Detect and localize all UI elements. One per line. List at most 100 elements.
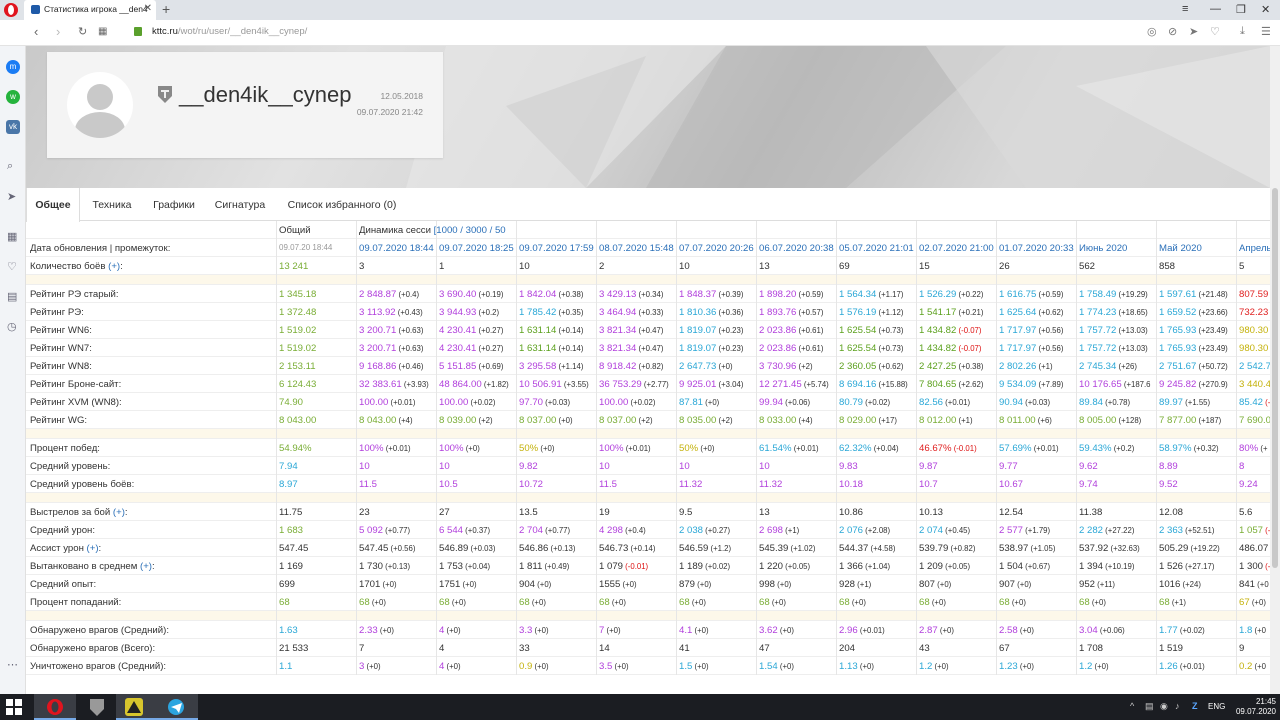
- url-field[interactable]: kttc.ru/wot/ru/user/__den4ik__cynep/: [152, 26, 307, 37]
- flow-icon[interactable]: ➤: [7, 191, 17, 203]
- opera-logo-icon[interactable]: [3, 2, 19, 18]
- minimize-button[interactable]: —: [1210, 3, 1221, 15]
- section-separator: [26, 611, 1270, 621]
- period-header-cell[interactable]: 01.07.2020 20:33: [999, 243, 1074, 254]
- period-header-cell[interactable]: 09.07.2020 17:59: [519, 243, 594, 254]
- download-icon[interactable]: ⤓: [1240, 25, 1245, 37]
- table-cell: 46.67% (-0.01): [919, 443, 977, 454]
- tray-sound-icon[interactable]: ♪: [1175, 701, 1180, 711]
- table-cell: 1 625.54 (+0.73): [839, 343, 904, 354]
- period-header-cell[interactable]: 09.07.2020 18:25: [439, 243, 514, 254]
- table-cell: 1 659.52 (+23.66): [1159, 307, 1228, 318]
- speed-dial-icon[interactable]: ▦: [98, 26, 108, 37]
- table-cell: 89.97 (+1.55): [1159, 397, 1211, 408]
- table-cell: 2 153.11: [279, 361, 316, 372]
- taskbar-wot-icon[interactable]: [76, 694, 118, 720]
- period-header-cell[interactable]: 06.07.2020 20:38: [759, 243, 834, 254]
- table-cell: 8 005.00 (+128): [1079, 415, 1142, 426]
- tray-app-icon[interactable]: ◉: [1160, 701, 1168, 711]
- taskbar-telegram-icon[interactable]: [156, 694, 198, 720]
- table-cell: 85.42 (-: [1239, 397, 1270, 408]
- new-tab-button[interactable]: +: [162, 1, 171, 17]
- whatsapp-icon[interactable]: w: [6, 90, 20, 104]
- table-cell: 32 383.61 (+3.93): [359, 379, 429, 390]
- blocker-icon[interactable]: ⊘: [1168, 26, 1178, 38]
- period-header-cell[interactable]: 09.07.2020 18:44: [359, 243, 434, 254]
- table-cell: 9.5: [679, 507, 693, 518]
- table-cell: 7.94: [279, 461, 298, 472]
- taskbar-xvm-icon[interactable]: [116, 694, 158, 720]
- heart-icon[interactable]: ♡: [1210, 26, 1220, 38]
- menu-icon[interactable]: ≡: [1182, 3, 1189, 15]
- maximize-button[interactable]: ❐: [1236, 4, 1246, 16]
- tab-vehicles[interactable]: Техника: [82, 188, 142, 221]
- page-scrollbar[interactable]: [1270, 46, 1280, 694]
- row-label: Процент побед:: [30, 443, 100, 454]
- scrollbar-thumb[interactable]: [1272, 188, 1278, 568]
- clock-date: 09.07.2020: [1235, 707, 1276, 716]
- heart-icon[interactable]: ♡: [7, 261, 17, 273]
- forward-icon[interactable]: ›: [56, 24, 61, 39]
- messenger-icon[interactable]: m: [6, 60, 20, 74]
- period-header-cell[interactable]: 08.07.2020 15:48: [599, 243, 674, 254]
- table-cell: 0.9 (+0): [519, 661, 549, 672]
- search-icon[interactable]: ⌕: [7, 160, 14, 172]
- table-cell: 8 035.00 (+2): [679, 415, 733, 426]
- close-window-button[interactable]: ✕: [1261, 4, 1271, 16]
- news-icon[interactable]: ▤: [7, 291, 18, 303]
- table-cell: 1 757.72 (+13.03): [1079, 343, 1148, 354]
- vk-icon[interactable]: vk: [6, 120, 20, 134]
- table-cell: 1 631.14 (+0.14): [519, 343, 584, 354]
- table-cell: 3: [359, 261, 365, 272]
- tab-charts[interactable]: Графики: [144, 188, 204, 221]
- period-header-cell[interactable]: Май 2020: [1159, 243, 1202, 254]
- period-header-cell[interactable]: Июнь 2020: [1079, 243, 1128, 254]
- table-cell: 1555 (+0): [599, 579, 637, 590]
- period-header-cell[interactable]: 07.07.2020 20:26: [679, 243, 754, 254]
- table-cell: 538.97 (+1.05): [999, 543, 1056, 554]
- tray-chevron-icon[interactable]: ^: [1130, 701, 1135, 711]
- more-icon[interactable]: ⋯: [7, 659, 18, 671]
- table-cell: 1.2 (+0): [1079, 661, 1109, 672]
- session-range-links[interactable]: [1000 / 3000 / 50: [433, 225, 506, 236]
- tab-favorites[interactable]: Список избранного (0): [278, 188, 406, 221]
- history-icon[interactable]: ◷: [7, 321, 17, 333]
- tab-general[interactable]: Общее: [26, 188, 80, 222]
- details-link[interactable]: (+): [112, 507, 125, 518]
- table-header-row: Общий Динамика сесси [1000 / 3000 / 50: [26, 221, 1270, 239]
- easy-setup-icon[interactable]: ☰: [1261, 26, 1271, 38]
- table-cell: 1 758.49 (+19.29): [1079, 289, 1148, 300]
- taskbar-opera-icon[interactable]: [34, 694, 76, 720]
- period-header-cell[interactable]: 05.07.2020 21:01: [839, 243, 914, 254]
- period-header-cell[interactable]: 02.07.2020 21:00: [919, 243, 994, 254]
- table-cell: 3 730.96 (+2): [759, 361, 813, 372]
- table-row: Рейтинг РЭ: 1 372.48 3 113.92 (+0.43) 3 944…: [26, 303, 1270, 321]
- grid-icon[interactable]: ▦: [7, 231, 18, 243]
- tray-network-icon[interactable]: ▤: [1145, 701, 1154, 711]
- browser-tab-bar: Статистика игрока __den4 ✕ + ≡ — ❐ ✕: [0, 0, 1280, 20]
- details-link[interactable]: (+): [108, 261, 121, 272]
- tray-zona-icon[interactable]: Z: [1192, 701, 1198, 711]
- table-cell: 1751 (+0): [439, 579, 477, 590]
- table-cell: 1 819.07 (+0.23): [679, 343, 744, 354]
- table-cell: 1 708: [1079, 643, 1104, 654]
- table-cell: 9: [1239, 643, 1245, 654]
- reload-icon[interactable]: ↻: [78, 26, 88, 38]
- table-cell: 58.97% (+0.32): [1159, 443, 1219, 454]
- send-icon[interactable]: ➤: [1189, 26, 1199, 38]
- back-icon[interactable]: ‹: [34, 24, 39, 39]
- tab-signature[interactable]: Сигнатура: [208, 188, 272, 221]
- language-indicator[interactable]: ENG: [1208, 702, 1226, 711]
- close-tab-icon[interactable]: ✕: [143, 3, 152, 14]
- table-cell: 1 504 (+0.67): [999, 561, 1051, 572]
- browser-tab[interactable]: Статистика игрока __den4 ✕: [24, 0, 156, 20]
- details-link[interactable]: (+): [86, 543, 99, 554]
- camera-icon[interactable]: ◎: [1147, 26, 1157, 38]
- period-header-cell[interactable]: Апрель: [1239, 243, 1270, 254]
- table-cell: 1 345.18: [279, 289, 317, 300]
- clock[interactable]: 21:45 09.07.2020: [1236, 697, 1276, 717]
- details-link[interactable]: (+): [140, 561, 152, 572]
- table-cell: 2 023.86 (+0.61): [759, 325, 824, 336]
- row-label: Средний уровень боёв:: [30, 479, 135, 490]
- windows-start-icon[interactable]: [6, 699, 22, 715]
